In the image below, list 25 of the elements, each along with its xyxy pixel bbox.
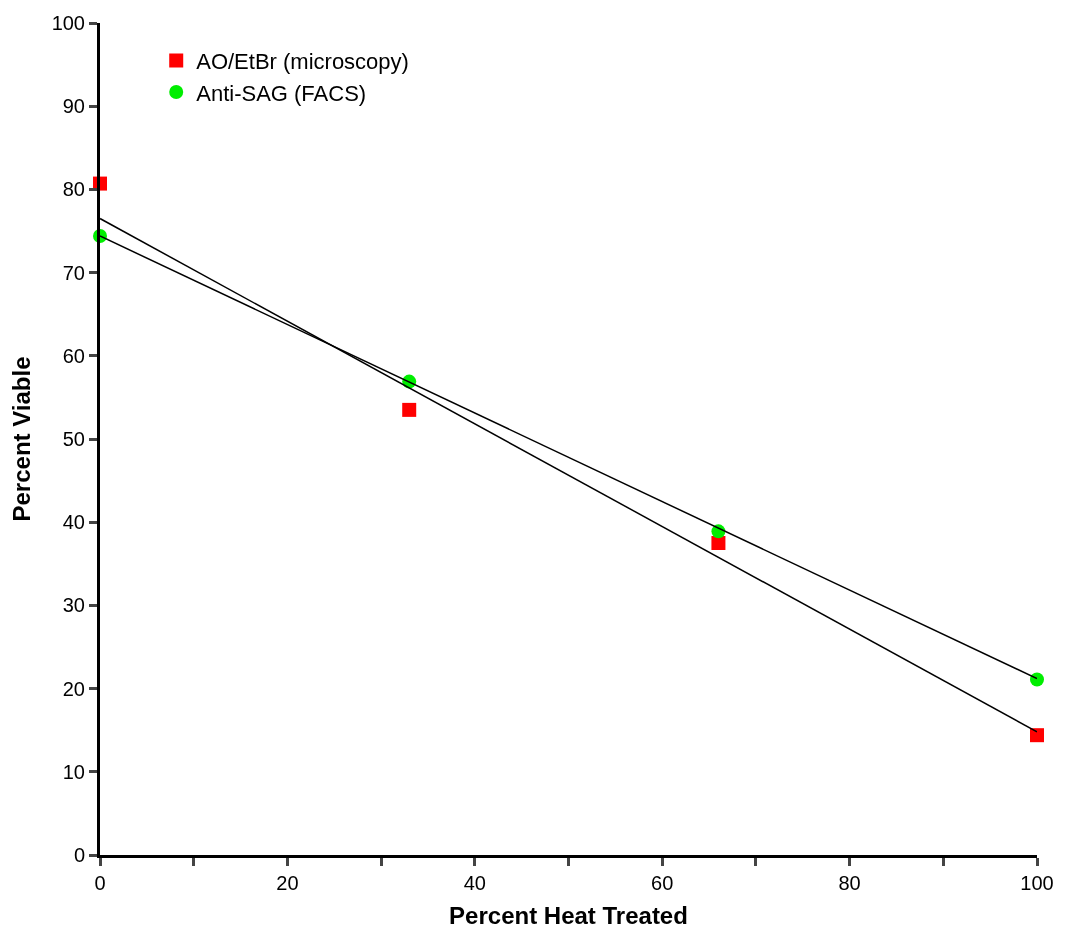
x-tick-label: 40 (463, 872, 486, 894)
y-tick-label: 100 (51, 12, 85, 34)
y-tick-label: 30 (62, 594, 85, 617)
x-axis-title: Percent Heat Treated (449, 902, 688, 930)
y-tick-label: 60 (62, 344, 85, 367)
point (1030, 728, 1044, 743)
x-tick-label: 80 (838, 872, 861, 894)
point (1030, 672, 1044, 687)
x-tick-label: 0 (94, 872, 106, 894)
x-tick-label: 100 (1020, 872, 1054, 894)
legend-label: Anti-SAG (FACS) (196, 80, 367, 106)
y-tick-label: 50 (62, 428, 85, 450)
y-tick-label: 10 (62, 760, 85, 783)
y-tick-label: 0 (73, 844, 85, 866)
y-axis-title: Percent Viable (7, 356, 35, 522)
x-tick-label: 60 (651, 872, 674, 894)
point (402, 402, 417, 417)
y-tick-label: 20 (62, 677, 85, 700)
y-tick-label: 70 (62, 261, 85, 284)
y-tick-label: 80 (62, 178, 85, 201)
legend-label: AO/EtBr (microscopy) (196, 49, 409, 75)
y-tick-label: 90 (62, 95, 85, 118)
y-tick-label: 40 (62, 511, 85, 534)
x-tick-label: 20 (276, 872, 299, 894)
point (711, 536, 726, 550)
